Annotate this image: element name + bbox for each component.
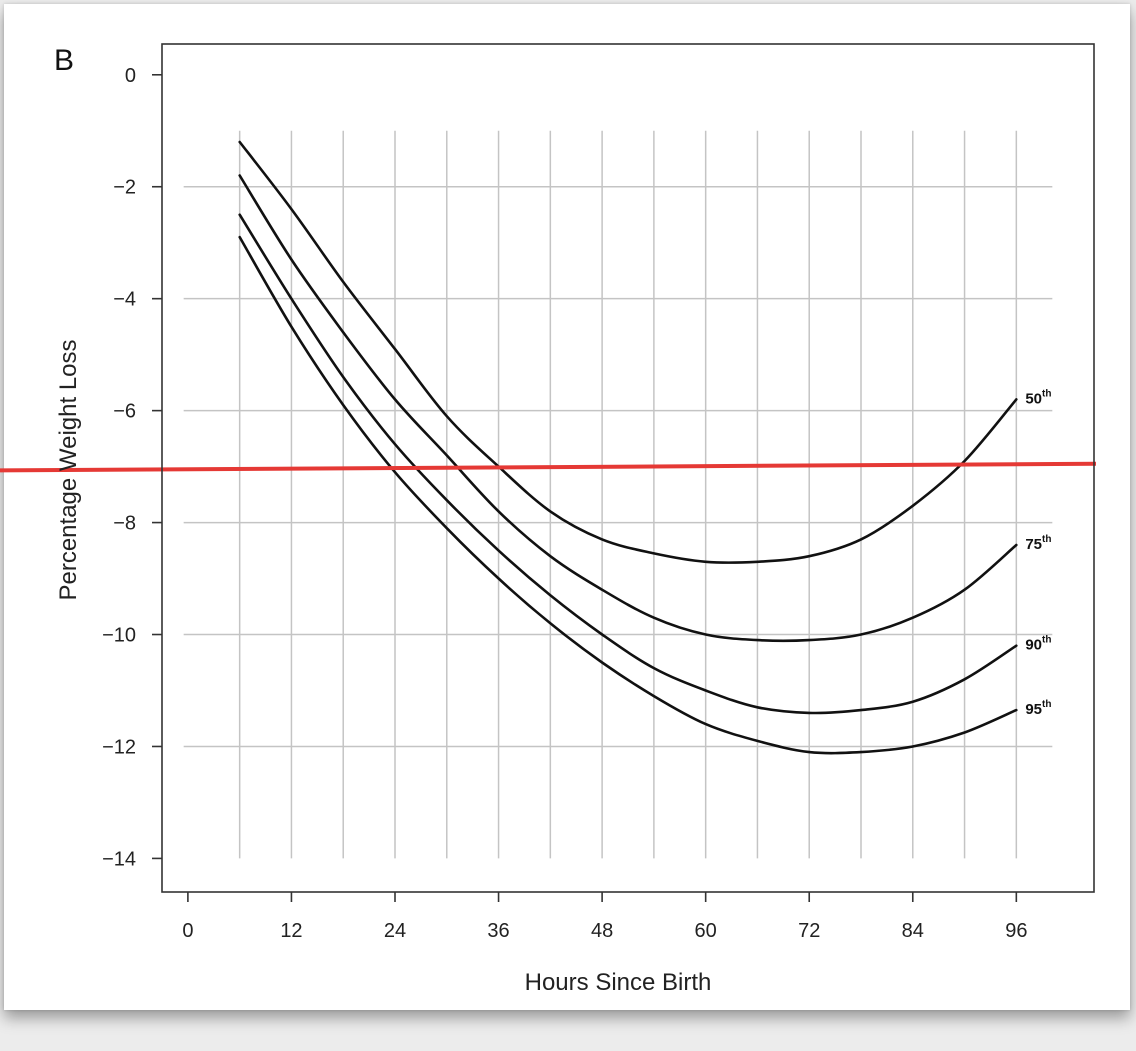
x-tick-label-0: 0	[182, 920, 193, 942]
series-layer	[238, 140, 1018, 755]
y-axis-title: Percentage Weight Loss	[55, 339, 82, 600]
series-line-90th	[238, 213, 1018, 715]
x-tick-label-12: 12	[280, 920, 302, 942]
y-tick-label-neg4: −4	[113, 289, 136, 311]
series-label-50th: 50th	[1025, 388, 1051, 407]
plot-frame	[161, 43, 1095, 893]
figure-card	[4, 4, 1130, 1010]
y-tick-label-neg12: −12	[102, 736, 136, 758]
y-tick-label-neg8: −8	[113, 513, 136, 535]
series-line-50th	[238, 140, 1018, 564]
series-label-75th: 75th	[1025, 534, 1051, 553]
x-tick-label-24: 24	[384, 920, 406, 942]
reference-line-layer	[0, 461, 1097, 473]
x-axis-title: Hours Since Birth	[525, 969, 712, 996]
reference-line	[0, 461, 1097, 473]
x-tick-label-60: 60	[695, 920, 717, 942]
axes-layer	[152, 43, 1095, 902]
x-tick-label-48: 48	[591, 920, 613, 942]
labels-layer: 50th 75th 90th 95th 0 12 24 36 48 60 72 84 96 0 −2 −4 −6…	[54, 44, 1051, 996]
y-tick-label-0: 0	[125, 65, 136, 87]
x-tick-label-36: 36	[487, 920, 509, 942]
series-label-90th: 90th	[1025, 635, 1051, 654]
x-tick-label-72: 72	[798, 920, 820, 942]
series-line-95th	[238, 235, 1018, 755]
y-tick-label-neg6: −6	[113, 401, 136, 423]
series-label-95th: 95th	[1025, 699, 1051, 718]
series-line-75th	[238, 174, 1018, 643]
x-tick-label-84: 84	[902, 920, 924, 942]
grid-layer	[183, 130, 1053, 859]
y-tick-label-neg2: −2	[113, 177, 136, 199]
y-tick-label-neg14: −14	[102, 848, 136, 870]
y-tick-label-neg10: −10	[102, 625, 136, 647]
x-tick-label-96: 96	[1005, 920, 1027, 942]
panel-label: B	[54, 44, 74, 77]
